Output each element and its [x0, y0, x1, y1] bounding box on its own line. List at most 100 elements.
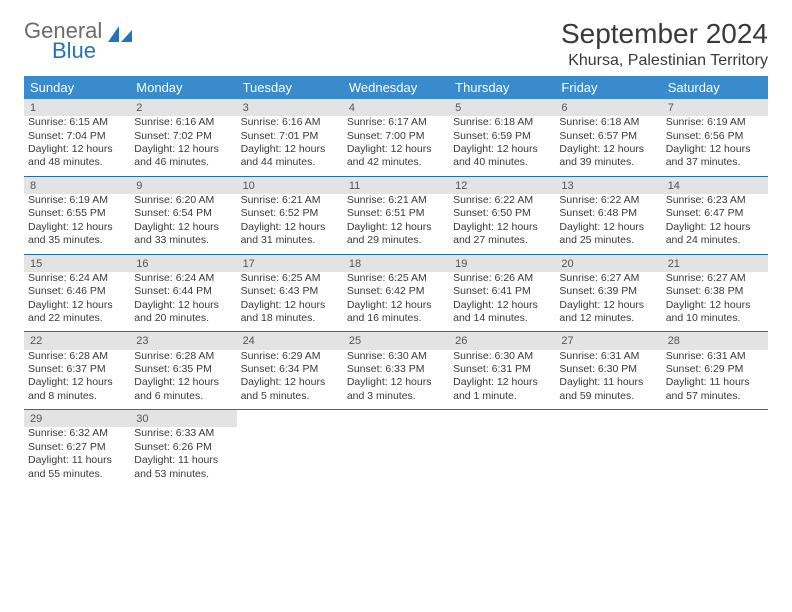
daylight-text: Daylight: 11 hours — [28, 454, 126, 467]
daylight-text: and 12 minutes. — [559, 312, 657, 325]
sunset-text: Sunset: 7:04 PM — [28, 130, 126, 143]
day-number: 8 — [24, 176, 130, 194]
daylight-text: Daylight: 12 hours — [28, 299, 126, 312]
sunrise-text: Sunrise: 6:25 AM — [241, 272, 339, 285]
daylight-text: Daylight: 11 hours — [134, 454, 232, 467]
day-cell: Sunrise: 6:19 AMSunset: 6:56 PMDaylight:… — [662, 116, 768, 176]
daylight-text: Daylight: 12 hours — [347, 376, 445, 389]
calendar-table: Sunday Monday Tuesday Wednesday Thursday… — [24, 76, 768, 487]
sunrise-text: Sunrise: 6:19 AM — [28, 194, 126, 207]
daylight-text: Daylight: 12 hours — [28, 376, 126, 389]
sunset-text: Sunset: 6:46 PM — [28, 285, 126, 298]
day-number: 28 — [662, 332, 768, 350]
day-number: 6 — [555, 99, 661, 116]
day-number: 16 — [130, 254, 236, 272]
day-number: 26 — [449, 332, 555, 350]
sunset-text: Sunset: 6:59 PM — [453, 130, 551, 143]
sunrise-text: Sunrise: 6:18 AM — [453, 116, 551, 129]
daylight-text: Daylight: 12 hours — [666, 299, 764, 312]
day-header: Monday — [130, 76, 236, 99]
sunrise-text: Sunrise: 6:24 AM — [134, 272, 232, 285]
day-cell: Sunrise: 6:16 AMSunset: 7:02 PMDaylight:… — [130, 116, 236, 176]
day-cell: Sunrise: 6:25 AMSunset: 6:43 PMDaylight:… — [237, 272, 343, 332]
sunrise-text: Sunrise: 6:19 AM — [666, 116, 764, 129]
daylight-text: Daylight: 12 hours — [134, 376, 232, 389]
daylight-text: and 24 minutes. — [666, 234, 764, 247]
day-number: 30 — [130, 410, 236, 428]
sunrise-text: Sunrise: 6:16 AM — [241, 116, 339, 129]
day-cell: Sunrise: 6:31 AMSunset: 6:30 PMDaylight:… — [555, 350, 661, 410]
day-cell: Sunrise: 6:24 AMSunset: 6:46 PMDaylight:… — [24, 272, 130, 332]
sunset-text: Sunset: 6:54 PM — [134, 207, 232, 220]
location: Khursa, Palestinian Territory — [561, 52, 768, 70]
daylight-text: and 25 minutes. — [559, 234, 657, 247]
title-block: September 2024 Khursa, Palestinian Terri… — [561, 18, 768, 70]
sunrise-text: Sunrise: 6:32 AM — [28, 427, 126, 440]
day-cell: Sunrise: 6:22 AMSunset: 6:50 PMDaylight:… — [449, 194, 555, 254]
logo: General Blue — [24, 18, 134, 62]
sunrise-text: Sunrise: 6:25 AM — [347, 272, 445, 285]
daynum-row: 1234567 — [24, 99, 768, 116]
daylight-text: Daylight: 12 hours — [241, 299, 339, 312]
day-number: 29 — [24, 410, 130, 428]
day-number: 15 — [24, 254, 130, 272]
logo-text: General Blue — [24, 20, 102, 62]
sunset-text: Sunset: 6:57 PM — [559, 130, 657, 143]
day-number: 13 — [555, 176, 661, 194]
sunrise-text: Sunrise: 6:30 AM — [453, 350, 551, 363]
day-number — [449, 410, 555, 428]
sunset-text: Sunset: 6:43 PM — [241, 285, 339, 298]
day-header: Tuesday — [237, 76, 343, 99]
day-header: Wednesday — [343, 76, 449, 99]
day-cell: Sunrise: 6:30 AMSunset: 6:33 PMDaylight:… — [343, 350, 449, 410]
day-cell: Sunrise: 6:16 AMSunset: 7:01 PMDaylight:… — [237, 116, 343, 176]
day-cell: Sunrise: 6:25 AMSunset: 6:42 PMDaylight:… — [343, 272, 449, 332]
day-cell: Sunrise: 6:17 AMSunset: 7:00 PMDaylight:… — [343, 116, 449, 176]
daylight-text: and 39 minutes. — [559, 156, 657, 169]
day-number: 21 — [662, 254, 768, 272]
day-cell: Sunrise: 6:15 AMSunset: 7:04 PMDaylight:… — [24, 116, 130, 176]
sunset-text: Sunset: 6:31 PM — [453, 363, 551, 376]
daylight-text: Daylight: 12 hours — [453, 221, 551, 234]
sunset-text: Sunset: 6:48 PM — [559, 207, 657, 220]
day-cell: Sunrise: 6:23 AMSunset: 6:47 PMDaylight:… — [662, 194, 768, 254]
daylight-text: and 59 minutes. — [559, 390, 657, 403]
daylight-text: Daylight: 12 hours — [134, 221, 232, 234]
daylight-text: Daylight: 12 hours — [134, 143, 232, 156]
daylight-text: Daylight: 12 hours — [241, 221, 339, 234]
sunset-text: Sunset: 7:02 PM — [134, 130, 232, 143]
daylight-text: Daylight: 12 hours — [453, 299, 551, 312]
sunrise-text: Sunrise: 6:30 AM — [347, 350, 445, 363]
day-cell: Sunrise: 6:20 AMSunset: 6:54 PMDaylight:… — [130, 194, 236, 254]
daylight-text: and 42 minutes. — [347, 156, 445, 169]
sunrise-text: Sunrise: 6:24 AM — [28, 272, 126, 285]
sunrise-text: Sunrise: 6:17 AM — [347, 116, 445, 129]
day-number: 7 — [662, 99, 768, 116]
sunrise-text: Sunrise: 6:31 AM — [666, 350, 764, 363]
day-header: Sunday — [24, 76, 130, 99]
day-number: 9 — [130, 176, 236, 194]
day-cell: Sunrise: 6:28 AMSunset: 6:37 PMDaylight:… — [24, 350, 130, 410]
sunset-text: Sunset: 6:52 PM — [241, 207, 339, 220]
sunrise-text: Sunrise: 6:18 AM — [559, 116, 657, 129]
daylight-text: Daylight: 12 hours — [241, 143, 339, 156]
day-cell: Sunrise: 6:21 AMSunset: 6:52 PMDaylight:… — [237, 194, 343, 254]
sunrise-text: Sunrise: 6:21 AM — [347, 194, 445, 207]
day-header: Friday — [555, 76, 661, 99]
day-content-row: Sunrise: 6:19 AMSunset: 6:55 PMDaylight:… — [24, 194, 768, 254]
daylight-text: and 10 minutes. — [666, 312, 764, 325]
sunrise-text: Sunrise: 6:28 AM — [28, 350, 126, 363]
day-content-row: Sunrise: 6:32 AMSunset: 6:27 PMDaylight:… — [24, 427, 768, 487]
daylight-text: Daylight: 12 hours — [453, 376, 551, 389]
daylight-text: and 46 minutes. — [134, 156, 232, 169]
day-number — [343, 410, 449, 428]
daylight-text: and 8 minutes. — [28, 390, 126, 403]
sunrise-text: Sunrise: 6:31 AM — [559, 350, 657, 363]
day-number: 24 — [237, 332, 343, 350]
sunset-text: Sunset: 6:50 PM — [453, 207, 551, 220]
sunset-text: Sunset: 6:55 PM — [28, 207, 126, 220]
daylight-text: Daylight: 12 hours — [28, 221, 126, 234]
day-number: 3 — [237, 99, 343, 116]
sunrise-text: Sunrise: 6:22 AM — [453, 194, 551, 207]
day-cell: Sunrise: 6:24 AMSunset: 6:44 PMDaylight:… — [130, 272, 236, 332]
